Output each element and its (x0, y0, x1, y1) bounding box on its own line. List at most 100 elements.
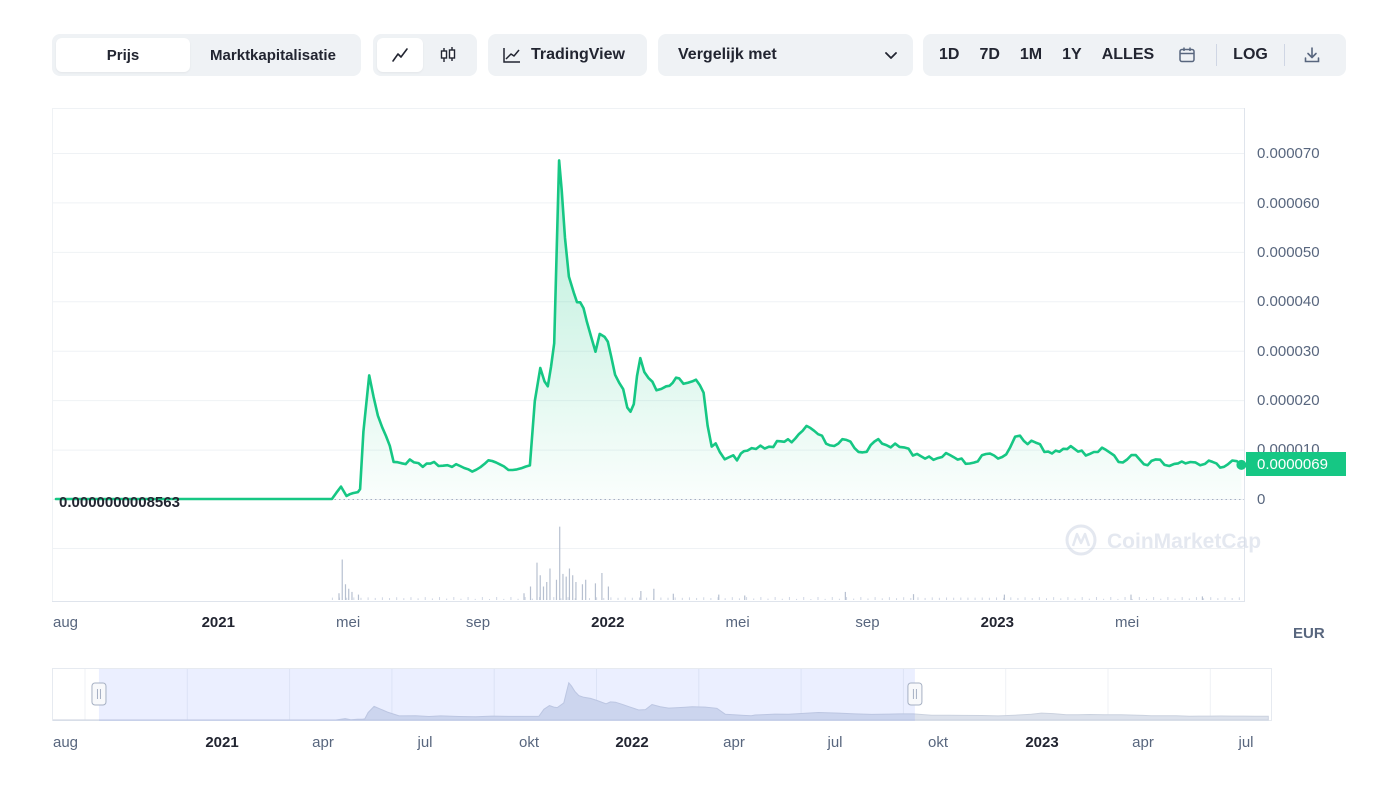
volume-bar (481, 597, 483, 600)
volume-bar (710, 598, 712, 600)
start-price-label: 0.0000000008563 (59, 494, 180, 511)
volume-bar (601, 573, 603, 600)
volume-bar (1046, 598, 1047, 600)
calendar-button[interactable] (1164, 38, 1210, 72)
volume-bar (910, 598, 912, 600)
volume-bar (646, 597, 648, 600)
x-tick-label: mei (336, 614, 360, 631)
volume-bar (1103, 598, 1105, 600)
y-tick-label: 0.000060 (1257, 195, 1320, 212)
tab-marketcap[interactable]: Marktkapitalisatie (210, 46, 336, 64)
x-tick-label: 2022 (591, 614, 624, 631)
volume-bars (331, 526, 1240, 600)
volume-bar (860, 597, 862, 600)
volume-bar (410, 597, 412, 600)
volume-bar (588, 598, 590, 600)
candlestick-icon (438, 46, 458, 64)
volume-bar (562, 573, 564, 600)
y-tick-label: 0.000040 (1257, 293, 1320, 310)
volume-bar (731, 597, 733, 600)
volume-bar (1188, 598, 1190, 600)
range-1d[interactable]: 1D (939, 46, 960, 63)
volume-bar (575, 582, 577, 600)
volume-bar (946, 597, 948, 600)
volume-bar (1238, 597, 1240, 600)
navigator-tick-label: 2021 (205, 734, 238, 751)
volume-bar (1231, 598, 1233, 600)
volume-bar (774, 597, 776, 600)
volume-bar (431, 598, 433, 600)
volume-bar (844, 591, 846, 600)
coinmarketcap-logo-icon (1065, 524, 1097, 556)
line-chart-button[interactable] (377, 38, 423, 72)
log-toggle[interactable]: LOG (1233, 46, 1268, 63)
volume-bar (346, 597, 348, 600)
y-tick-label: 0.000070 (1257, 145, 1320, 162)
range-7d[interactable]: 7D (979, 46, 1000, 63)
volume-bar (888, 597, 890, 600)
volume-bar (1074, 598, 1076, 600)
volume-bar (846, 597, 848, 600)
volume-bar (996, 597, 998, 600)
current-price-dot (1236, 459, 1247, 470)
tab-price[interactable]: Prijs (56, 38, 190, 72)
volume-bar (381, 597, 383, 600)
navigator-right-handle[interactable] (907, 682, 923, 706)
volume-bar (1031, 598, 1033, 600)
volume-bar (746, 597, 748, 600)
chart-toolbar: Prijs Marktkapitalisatie TradingView Ver… (52, 34, 1346, 76)
volume-bar (1145, 598, 1147, 600)
volume-bar (896, 598, 898, 600)
navigator-tick-label: jul (1237, 734, 1253, 751)
volume-bar (1181, 597, 1183, 600)
download-button[interactable] (1291, 38, 1333, 72)
volume-bar (696, 597, 698, 600)
candlestick-button[interactable] (423, 38, 473, 72)
navigator-selection[interactable] (98, 669, 915, 721)
range-1m[interactable]: 1M (1019, 46, 1043, 63)
volume-bar (853, 598, 855, 600)
navigator-tick-label: apr (312, 734, 334, 751)
volume-bar (553, 597, 555, 600)
volume-bar (703, 597, 705, 600)
volume-bar (1081, 597, 1083, 600)
volume-bar (810, 598, 812, 600)
volume-bar (1201, 596, 1204, 600)
volume-bar (1124, 597, 1126, 600)
volume-bar (767, 598, 769, 600)
volume-bar (367, 597, 369, 600)
volume-bar (560, 598, 562, 600)
navigator-tick-label: 2022 (615, 734, 648, 751)
range-1y[interactable]: 1Y (1062, 46, 1082, 63)
volume-bar (831, 597, 833, 600)
navigator-left-handle[interactable] (91, 682, 107, 706)
navigator-grid (84, 669, 1211, 720)
toolbar-divider (1283, 44, 1285, 66)
volume-bar (760, 597, 762, 600)
volume-bar (924, 597, 926, 600)
volume-bar (867, 598, 869, 600)
range-all[interactable]: ALLES (1101, 46, 1155, 63)
chevron-down-icon (883, 47, 899, 63)
volume-bar (574, 598, 576, 600)
volume-bar (1060, 598, 1062, 600)
volume-bar (417, 598, 419, 600)
volume-bar (517, 598, 519, 600)
range-navigator[interactable]: aug 2021 apr jul okt 2022 apr jul okt 2023 apr jul (52, 668, 1272, 752)
volume-bar (585, 579, 587, 600)
coinmarketcap-watermark: CoinMarketCap (1065, 524, 1261, 556)
volume-bar (338, 593, 340, 600)
volume-bar (1003, 597, 1005, 600)
compare-dropdown[interactable]: Vergelijk met (658, 34, 913, 76)
volume-bar (496, 597, 498, 600)
volume-bar (953, 597, 955, 600)
volume-bar (510, 597, 512, 600)
volume-bar (353, 597, 355, 600)
volume-bar (360, 597, 362, 600)
tradingview-button[interactable]: TradingView (488, 34, 647, 76)
volume-bar (653, 588, 655, 600)
volume-bar (1088, 598, 1090, 600)
currency-label: EUR (1293, 625, 1325, 642)
volume-bar (1138, 597, 1140, 600)
